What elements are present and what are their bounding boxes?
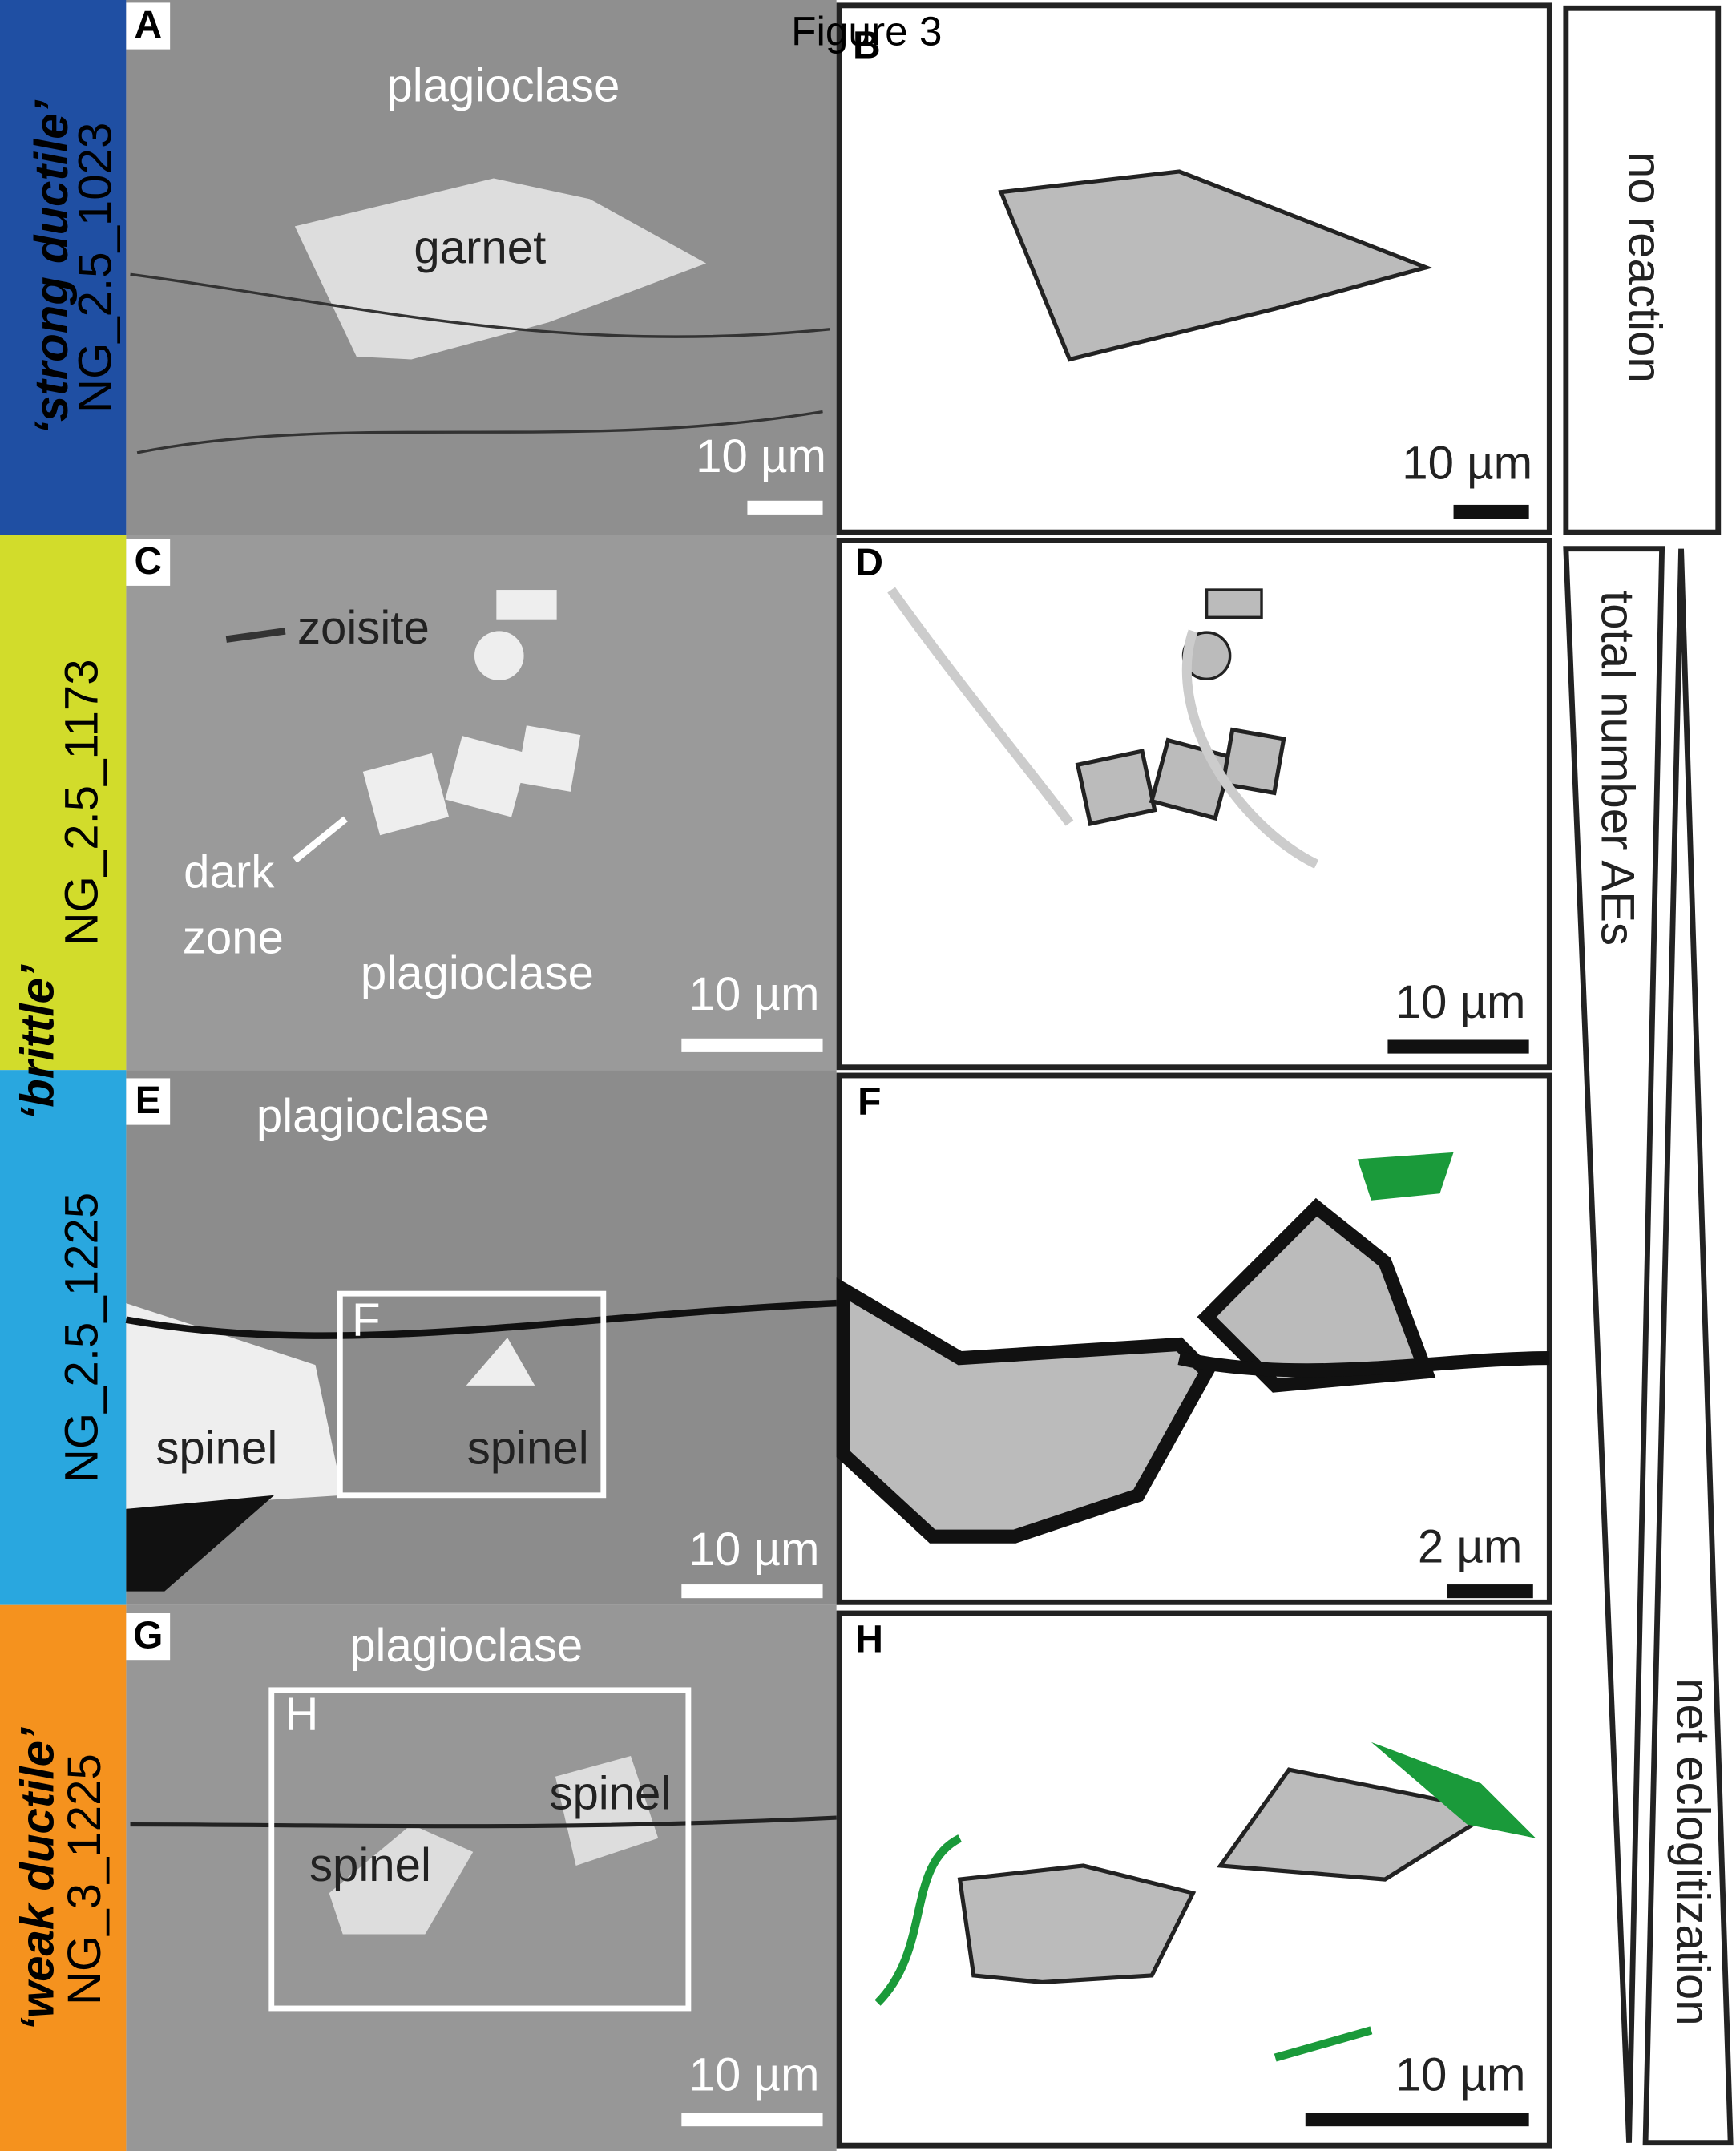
scale-label: 2 µm — [1418, 1521, 1522, 1573]
scale-label: 10 µm — [1402, 437, 1532, 489]
row-sample: NG_2.5_1173 — [55, 659, 107, 946]
mineral-label: spinel — [467, 1422, 589, 1474]
scale-label: 10 µm — [1395, 2049, 1526, 2101]
scale-label: 10 µm — [689, 968, 820, 1020]
panel-letter: G — [133, 1614, 163, 1657]
mineral-label: spinel — [155, 1422, 277, 1474]
panel-letter: H — [855, 1619, 883, 1661]
mineral-label: garnet — [414, 222, 546, 274]
mineral-label: plagioclase — [361, 947, 594, 999]
scale-label: 10 µm — [689, 1523, 820, 1576]
inset-label: H — [285, 1688, 318, 1740]
inset-label: F — [352, 1294, 381, 1346]
mineral-label: dark — [184, 845, 275, 898]
mineral-label: plagioclase — [386, 60, 620, 112]
figure: Figure 3 ‘strong ductile’ NG_2.5_1023 NG… — [0, 0, 1736, 2151]
row-style: ‘weak ductile’ — [12, 1727, 64, 2031]
row-sample: NG_3_1225 — [59, 1753, 111, 2005]
scale-label: 10 µm — [689, 2049, 820, 2101]
mineral-label: zone — [183, 912, 284, 964]
mineral-label: plagioclase — [349, 1620, 583, 1672]
panel-letter: A — [134, 4, 162, 46]
row-sample: NG_2.5_1023 — [70, 123, 122, 413]
mineral-label: spinel — [309, 1839, 431, 1891]
panel-letter: C — [134, 540, 162, 583]
panel-letter: B — [853, 25, 881, 67]
panel-letter: F — [858, 1081, 881, 1124]
scale-label: 10 µm — [696, 430, 826, 482]
legend-text: no reaction — [1619, 152, 1671, 383]
panel-letter: D — [855, 542, 883, 584]
row-sample: NG_2.5_1225 — [55, 1193, 107, 1483]
legend-text: net eclogitization — [1666, 1678, 1718, 2025]
legend-text: total number AEs — [1591, 591, 1643, 946]
mineral-label: plagioclase — [256, 1090, 490, 1142]
mineral-label: spinel — [549, 1768, 671, 1820]
mineral-label: zoisite — [297, 602, 430, 654]
panel-letter: E — [135, 1080, 161, 1122]
row-style: ‘brittle’ — [12, 964, 64, 1120]
scale-label: 10 µm — [1395, 976, 1526, 1028]
